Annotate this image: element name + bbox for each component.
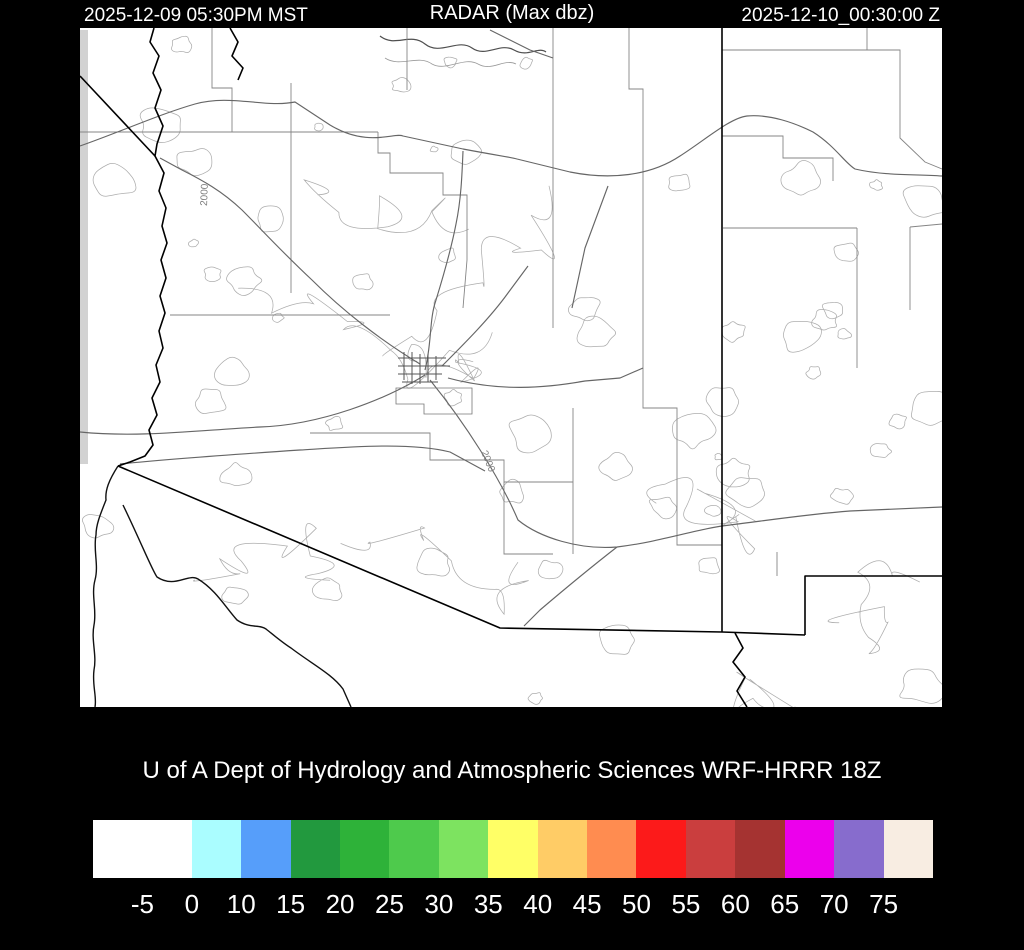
colorbar-cell: [93, 820, 143, 878]
map-svg: 2000 2000: [80, 28, 942, 707]
colorbar-cell: [834, 820, 884, 878]
colorbar-cell: [142, 820, 192, 878]
colorado-river: [92, 465, 119, 707]
state-boundary: [732, 632, 748, 707]
colorbar-cell: [784, 820, 835, 878]
colorbar-tick-label: -5: [130, 889, 154, 919]
colorbar-cell: [290, 820, 341, 878]
contour-elevation-label: 2000: [199, 183, 211, 206]
colorbar-cell: [438, 820, 489, 878]
valid-time-utc: 2025-12-10_00:30:00 Z: [741, 5, 940, 26]
colorbar-cell: [389, 820, 439, 878]
colorbar-tick-label: 25: [375, 889, 404, 919]
phoenix-street-grid: [398, 352, 450, 384]
reservation-boundary: [395, 387, 473, 415]
header-bar: 2025-12-09 05:30PM MST RADAR (Max dbz) 2…: [0, 2, 1024, 28]
radar-map: 2000 2000: [80, 28, 942, 707]
highway: [80, 99, 942, 177]
map-title: RADAR (Max dbz): [429, 2, 595, 24]
county-boundary: [642, 366, 678, 432]
state-boundary: [80, 75, 156, 157]
coastline: [122, 504, 352, 707]
model-caption: U of A Dept of Hydrology and Atmospheric…: [142, 757, 882, 784]
county-boundary: [310, 432, 573, 483]
county-boundary: [628, 28, 644, 366]
county-boundary: [377, 132, 468, 309]
colorbar: [93, 820, 933, 878]
state-boundary: [117, 28, 168, 467]
colorbar-tick-label: 40: [523, 889, 553, 919]
colorbar-tick-label: 30: [424, 889, 454, 919]
colorbar-tick-label: 45: [572, 889, 602, 919]
county-boundary: [211, 28, 233, 132]
highway: [441, 265, 529, 367]
colorbar-cell: [883, 820, 933, 878]
county-boundary: [722, 135, 834, 181]
colorbar-cell: [685, 820, 736, 878]
county-boundary: [676, 432, 722, 546]
colorbar-cell: [537, 820, 588, 878]
county-boundary: [503, 482, 553, 555]
state-boundary: [229, 28, 244, 81]
colorbar-cell: [241, 820, 291, 878]
colorbar-cell: [340, 820, 390, 878]
colorbar-tick-label: 35: [473, 889, 503, 919]
highway: [523, 546, 618, 627]
valid-time-local: 2025-12-09 05:30PM MST: [84, 5, 308, 26]
highway: [489, 29, 554, 59]
highway: [424, 150, 464, 371]
colorbar-cell: [488, 820, 538, 878]
colorbar-tick-label: 50: [622, 889, 651, 919]
colorbar-cell: [191, 820, 242, 878]
terrain-contours: [82, 35, 942, 707]
colorbar-tick-label: 60: [720, 889, 750, 919]
colorbar-tick-label: 10: [226, 889, 256, 919]
county-boundary: [909, 223, 942, 228]
state-boundary: [804, 575, 942, 635]
state-boundary: [117, 465, 806, 636]
colorbar-tick-label: 0: [184, 889, 200, 919]
colorbar-tick-label: 20: [325, 889, 355, 919]
colorbar-ticks: -5 0 10 15 20 25 30 35 40 45 50 55 60 65 70 75: [93, 889, 933, 919]
colorbar-cell: [587, 820, 637, 878]
colorbar-tick-label: 55: [671, 889, 701, 919]
contour-elevation-label: 2000: [478, 449, 497, 474]
domain-edge-strip: [80, 30, 88, 464]
colorbar-tick-label: 75: [869, 889, 899, 919]
county-boundary: [867, 49, 942, 170]
colorbar-cell: [735, 820, 785, 878]
highway: [119, 445, 486, 472]
colorbar-tick-label: 65: [770, 889, 800, 919]
colorbar-tick-label: 70: [819, 889, 849, 919]
canyon-contour-minor: [384, 57, 517, 67]
colorbar-cell: [636, 820, 686, 878]
highway: [159, 157, 421, 365]
canyon-contour: [379, 35, 547, 54]
highway: [80, 374, 426, 435]
highway: [447, 367, 644, 388]
highway: [429, 379, 942, 549]
colorbar-tick-label: 15: [276, 889, 306, 919]
highway: [571, 185, 609, 309]
